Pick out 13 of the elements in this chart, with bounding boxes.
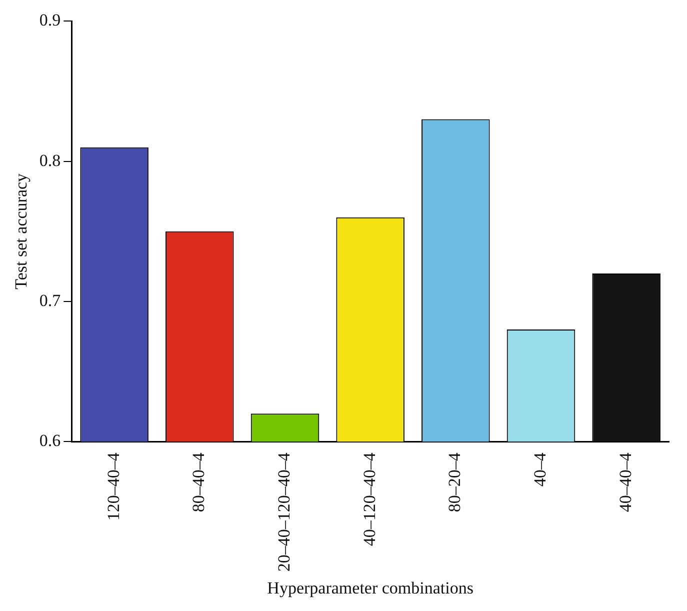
x-tick-label: 40–120–40–4: [360, 452, 379, 546]
x-axis-title: Hyperparameter combinations: [267, 578, 474, 598]
x-tick-label: 80–40–4: [189, 452, 208, 512]
x-tick-label: 20–40–120–40–4: [274, 452, 294, 572]
x-tick-label: 40–4: [530, 452, 550, 487]
y-tick-label: 0.8: [39, 150, 61, 170]
x-tick-label: 40–40–4: [616, 452, 635, 512]
y-tick-label: 0.6: [39, 431, 61, 450]
x-tick-label: 120–40–4: [104, 452, 123, 521]
y-axis-title: Test set accuracy: [12, 172, 31, 290]
y-tick-label: 0.7: [39, 290, 62, 310]
y-tick-label: 0.9: [39, 10, 61, 30]
x-tick-label: 80–20–4: [445, 452, 464, 512]
